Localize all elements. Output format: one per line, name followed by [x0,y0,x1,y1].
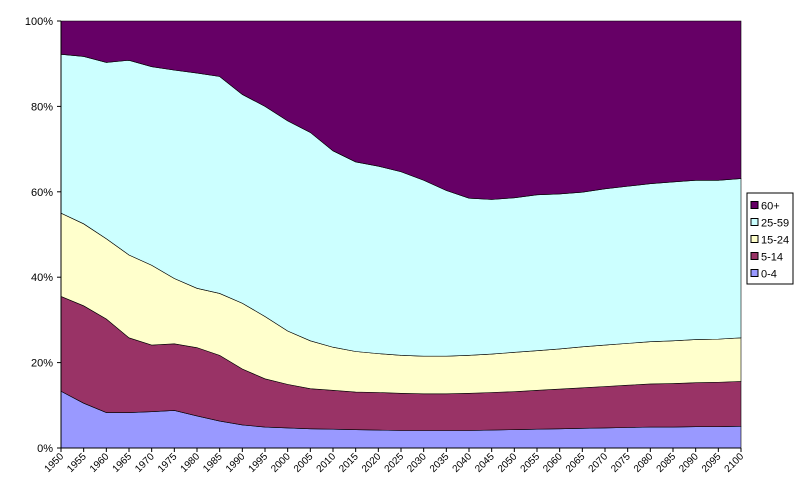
x-tick-label: 1965 [111,451,135,475]
y-tick-label: 100% [25,16,53,28]
x-tick-label: 2090 [677,451,701,475]
x-tick-label: 2000 [269,451,293,475]
x-tick-label: 2030 [405,451,429,475]
y-tick-label: 60% [31,187,53,199]
legend: 60+ 25-59 15-24 5-14 0-4 [746,192,794,285]
x-tick-label: 2095 [700,451,724,475]
x-tick-label: 2085 [655,451,679,475]
legend-label: 60+ [761,201,780,213]
legend-label: 0-4 [761,269,777,281]
x-tick-label: 2080 [632,451,656,475]
y-tick-label: 20% [31,358,53,370]
x-tick-label: 1995 [247,451,271,475]
x-tick-label: 2045 [473,451,497,475]
x-tick-label: 2065 [564,451,588,475]
area-60plus [60,20,742,200]
legend-label: 15-24 [761,235,789,247]
legend-swatch [750,235,759,243]
x-tick-label: 1980 [179,451,203,475]
x-tick-label: 2075 [609,451,633,475]
x-tick-label: 2005 [292,451,316,475]
x-tick-label: 2050 [496,451,520,475]
x-tick-label: 2025 [383,451,407,475]
x-tick-label: 2020 [360,451,384,475]
y-tick-label: 0% [37,443,53,455]
x-axis-ticks: 1950 1955 1960 1965 1970 1975 1980 1985 1990 1995… [43,448,747,475]
x-tick-label: 1960 [88,451,112,475]
x-tick-label: 2070 [587,451,611,475]
area-series-group [60,20,742,449]
x-tick-label: 2035 [428,451,452,475]
legend-swatch [750,201,759,209]
y-tick-label: 40% [31,272,53,284]
x-tick-label: 1970 [133,451,157,475]
x-tick-label: 1955 [65,451,89,475]
y-axis-ticks: 0% 20% 40% 60% 80% 100% [25,16,61,455]
legend-label: 5-14 [761,252,783,264]
legend-swatch [750,269,759,277]
x-tick-label: 2100 [723,451,747,475]
x-tick-label: 2040 [451,451,475,475]
legend-label: 25-59 [761,218,789,230]
x-tick-label: 1975 [156,451,180,475]
legend-swatch [750,252,759,260]
x-tick-label: 2015 [337,451,361,475]
x-tick-label: 1990 [224,451,248,475]
y-tick-label: 80% [31,101,53,113]
x-tick-label: 2055 [519,451,543,475]
x-tick-label: 1985 [201,451,225,475]
x-tick-label: 2010 [315,451,339,475]
legend-swatch [750,218,759,226]
x-tick-label: 2060 [541,451,565,475]
